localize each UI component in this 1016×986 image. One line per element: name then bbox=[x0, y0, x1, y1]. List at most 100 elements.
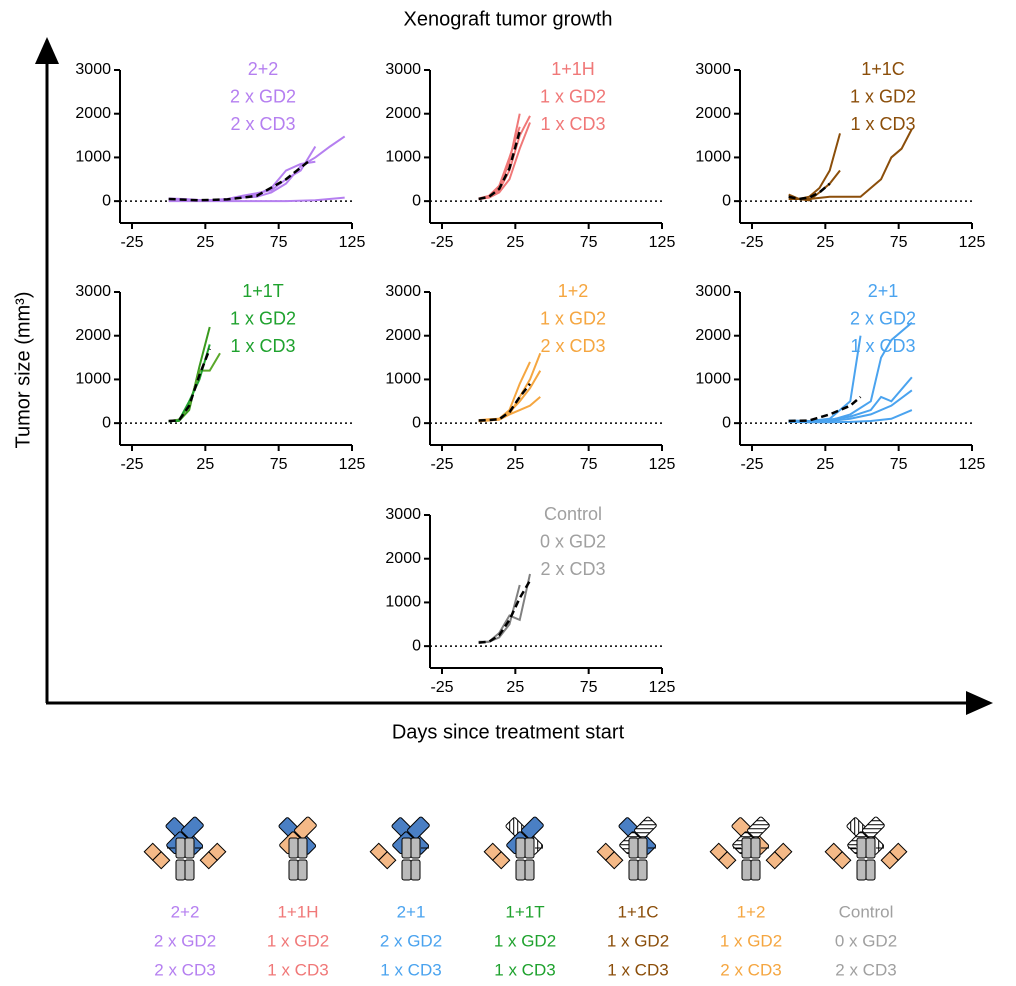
antibody-icon bbox=[484, 816, 544, 880]
panel-annotation: 1 x CD3 bbox=[850, 336, 915, 356]
format-label: 1 x GD2 bbox=[607, 931, 669, 950]
fc-domain bbox=[742, 838, 751, 858]
fc-domain bbox=[185, 860, 194, 880]
x-axis-label: Days since treatment start bbox=[392, 721, 625, 743]
panel-annotation: 0 x GD2 bbox=[540, 531, 606, 551]
data-line bbox=[479, 122, 530, 198]
x-tick-label: 75 bbox=[890, 456, 908, 473]
format-label: 1 x CD3 bbox=[267, 960, 328, 979]
fc-domain bbox=[176, 860, 185, 880]
x-tick-label: 125 bbox=[339, 234, 366, 251]
antibody-icon bbox=[370, 816, 430, 880]
fc-domain bbox=[176, 838, 185, 858]
format-label: 1 x CD3 bbox=[380, 960, 441, 979]
cd3-arm bbox=[881, 843, 906, 868]
fc-domain bbox=[629, 838, 638, 858]
panel-annotation: 1 x CD3 bbox=[230, 336, 295, 356]
panel-annotation: 2+1 bbox=[868, 281, 899, 301]
x-tick-label: 25 bbox=[816, 234, 834, 251]
y-axis-label: Tumor size (mm³) bbox=[12, 291, 34, 448]
y-tick-label: 1000 bbox=[695, 149, 731, 166]
fc-domain bbox=[185, 838, 194, 858]
antibody-icon bbox=[144, 816, 225, 880]
y-tick-label: 2000 bbox=[385, 550, 421, 567]
y-tick-label: 2000 bbox=[75, 327, 111, 344]
panel-annotation: 1+1C bbox=[861, 59, 905, 79]
x-tick-label: -25 bbox=[120, 456, 143, 473]
y-tick-label: 0 bbox=[102, 192, 111, 209]
format-label: 1+1T bbox=[505, 902, 544, 921]
fc-domain bbox=[289, 860, 298, 880]
x-tick-label: 75 bbox=[890, 234, 908, 251]
cd3-arm bbox=[825, 843, 850, 868]
y-tick-label: 2000 bbox=[385, 327, 421, 344]
fc-domain bbox=[516, 838, 525, 858]
panel-annotation: 2 x CD3 bbox=[540, 559, 605, 579]
panel-annotation: 1 x GD2 bbox=[230, 308, 296, 328]
x-tick-label: 25 bbox=[506, 456, 524, 473]
panel-annotation: 1 x GD2 bbox=[540, 308, 606, 328]
y-tick-label: 3000 bbox=[385, 283, 421, 300]
data-line bbox=[169, 136, 345, 200]
cd3-arm bbox=[597, 843, 622, 868]
x-tick-label: 125 bbox=[959, 234, 986, 251]
format-label: 1 x CD3 bbox=[607, 960, 668, 979]
antibody-icon bbox=[597, 816, 657, 880]
y-tick-label: 1000 bbox=[385, 594, 421, 611]
x-tick-label: -25 bbox=[120, 234, 143, 251]
x-tick-label: -25 bbox=[740, 456, 763, 473]
x-tick-label: -25 bbox=[740, 234, 763, 251]
y-tick-label: 0 bbox=[412, 414, 421, 431]
x-tick-label: 125 bbox=[649, 456, 676, 473]
panel-annotation: 2 x GD2 bbox=[230, 86, 296, 106]
data-line bbox=[169, 162, 316, 200]
format-label: 1+1H bbox=[277, 902, 318, 921]
y-tick-label: 1000 bbox=[385, 149, 421, 166]
fc-domain bbox=[402, 860, 411, 880]
data-line bbox=[479, 384, 530, 421]
x-tick-label: -25 bbox=[430, 679, 453, 696]
panel-annotation: 2 x CD3 bbox=[230, 114, 295, 134]
antibody-icon bbox=[278, 816, 317, 880]
y-tick-label: 3000 bbox=[695, 61, 731, 78]
format-label: 1+2 bbox=[737, 902, 766, 921]
x-tick-label: 75 bbox=[580, 234, 598, 251]
x-tick-label: 25 bbox=[196, 456, 214, 473]
cd3-arm bbox=[484, 843, 509, 868]
format-label: 1 x GD2 bbox=[720, 931, 782, 950]
format-label: 1 x GD2 bbox=[494, 931, 556, 950]
fc-domain bbox=[525, 838, 534, 858]
y-tick-label: 0 bbox=[412, 192, 421, 209]
fc-domain bbox=[629, 860, 638, 880]
cd3-arm bbox=[200, 843, 225, 868]
panel-annotation: 1 x GD2 bbox=[850, 86, 916, 106]
panel-annotation: 2+2 bbox=[248, 59, 279, 79]
x-tick-label: 125 bbox=[649, 679, 676, 696]
format-label: Control bbox=[839, 902, 894, 921]
x-tick-label: 75 bbox=[270, 456, 288, 473]
x-tick-label: 25 bbox=[816, 456, 834, 473]
y-tick-label: 1000 bbox=[695, 371, 731, 388]
y-tick-label: 3000 bbox=[75, 61, 111, 78]
fc-domain bbox=[411, 860, 420, 880]
y-tick-label: 3000 bbox=[385, 61, 421, 78]
y-tick-label: 2000 bbox=[695, 327, 731, 344]
fc-domain bbox=[857, 860, 866, 880]
cd3-arm bbox=[766, 843, 791, 868]
y-tick-label: 1000 bbox=[75, 371, 111, 388]
format-label: 1 x CD3 bbox=[494, 960, 555, 979]
y-tick-label: 3000 bbox=[75, 283, 111, 300]
fc-domain bbox=[638, 838, 647, 858]
fc-domain bbox=[289, 838, 298, 858]
format-label: 2 x GD2 bbox=[380, 931, 442, 950]
fc-domain bbox=[525, 860, 534, 880]
fc-domain bbox=[751, 838, 760, 858]
antibody-icon bbox=[825, 816, 906, 880]
panel-annotation: Control bbox=[544, 504, 602, 524]
format-label: 1 x GD2 bbox=[267, 931, 329, 950]
y-tick-label: 1000 bbox=[75, 149, 111, 166]
format-label: 2 x GD2 bbox=[154, 931, 216, 950]
x-tick-label: 125 bbox=[649, 234, 676, 251]
format-label: 0 x GD2 bbox=[835, 931, 897, 950]
x-tick-label: 25 bbox=[506, 679, 524, 696]
